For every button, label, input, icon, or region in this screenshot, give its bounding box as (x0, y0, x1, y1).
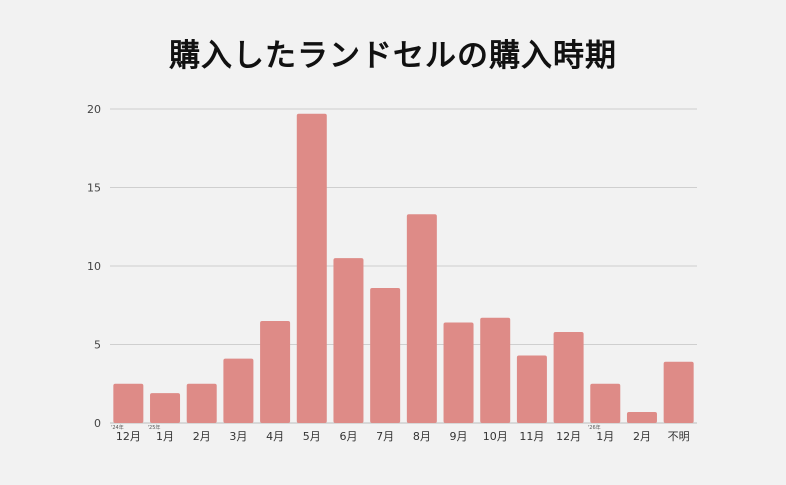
gridlines (110, 108, 697, 424)
x-tick-label: 1月 (156, 430, 174, 443)
x-tick-label: 4月 (266, 430, 284, 443)
y-tick-label: 20 (87, 103, 101, 116)
bar (626, 412, 657, 423)
x-tick-label: 6月 (339, 430, 357, 443)
bar (553, 331, 584, 423)
year-note-label: '26年 (588, 424, 601, 431)
x-tick-label: 10月 (483, 430, 508, 443)
x-tick-label: 8月 (413, 430, 431, 443)
bar (480, 317, 511, 423)
bar (663, 361, 694, 423)
x-tick-label: 11月 (519, 430, 544, 443)
bar (590, 383, 621, 423)
chart-title: 購入したランドセルの購入時期 (169, 38, 617, 74)
x-tick-label: 7月 (376, 430, 394, 443)
y-tick-label: 0 (94, 417, 101, 430)
x-tick-label: 12月 (556, 430, 581, 443)
y-tick-label: 5 (94, 339, 101, 352)
bar (296, 113, 327, 424)
x-tick-label: 3月 (229, 430, 247, 443)
x-tick-label: 不明 (668, 430, 690, 443)
bar (516, 355, 547, 423)
bar (150, 393, 181, 423)
bars (113, 113, 694, 424)
x-tick-label: 9月 (450, 430, 468, 443)
x-tick-label: 12月 (116, 430, 141, 443)
bar (113, 383, 144, 423)
bar (333, 258, 364, 423)
bar (186, 383, 217, 423)
year-note-label: '24年 (111, 424, 124, 431)
bar (260, 320, 291, 423)
bar (406, 214, 437, 423)
x-tick-label: 5月 (303, 430, 321, 443)
x-tick-label: 1月 (596, 430, 614, 443)
y-tick-label: 15 (87, 182, 101, 195)
x-tick-label: 2月 (633, 430, 651, 443)
x-tick-label: 2月 (193, 430, 211, 443)
bar (223, 358, 254, 423)
bar (370, 287, 401, 423)
year-note-label: '25年 (148, 424, 161, 431)
y-tick-label: 10 (87, 260, 101, 273)
bar (443, 322, 474, 423)
